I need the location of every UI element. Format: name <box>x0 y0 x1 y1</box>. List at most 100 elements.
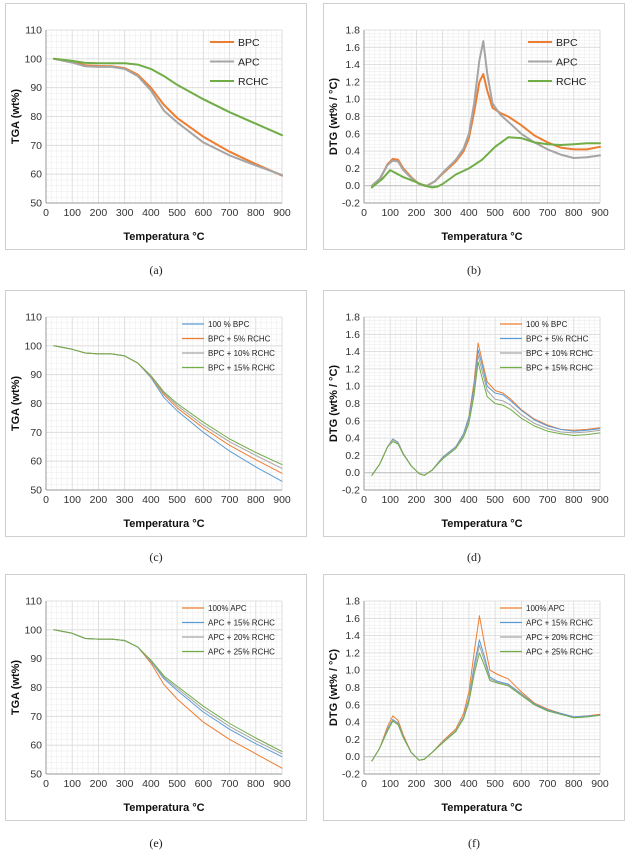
x-axis-label: Temperatura °C <box>441 518 522 530</box>
x-tick-label: 200 <box>408 494 426 506</box>
y-tick-label: 90 <box>30 82 42 94</box>
y-tick-label: 70 <box>30 711 42 723</box>
y-tick-label: 100 <box>24 53 42 65</box>
x-tick-label: 500 <box>486 778 504 790</box>
series-line-3 <box>53 629 283 752</box>
x-tick-label: 400 <box>142 207 160 219</box>
y-tick-label: 0.4 <box>345 433 360 445</box>
y-tick-label: 0.0 <box>345 751 360 763</box>
y-tick-label: 1.2 <box>345 647 360 659</box>
y-tick-label: 0.6 <box>345 699 360 711</box>
y-tick-label: 90 <box>30 369 42 381</box>
y-tick-label: 50 <box>30 485 42 497</box>
series-line-3 <box>53 345 283 466</box>
x-tick-label: 400 <box>142 778 160 790</box>
y-tick-label: 80 <box>30 398 42 410</box>
y-tick-label: -0.2 <box>342 198 360 210</box>
legend-label: BPC + 10% RCHC <box>526 349 593 358</box>
caption-b: (b) <box>467 263 481 277</box>
x-tick-label: 500 <box>168 494 186 506</box>
y-tick-label: 60 <box>30 169 42 181</box>
legend-label: BPC + 5% RCHC <box>526 335 589 344</box>
x-tick-label: 200 <box>408 207 426 219</box>
y-tick-label: 1.0 <box>345 94 360 106</box>
y-tick-label: 110 <box>25 596 42 608</box>
y-tick-label: 1.2 <box>345 76 360 88</box>
x-tick-label: 600 <box>513 207 531 219</box>
series-line-3 <box>371 361 601 476</box>
y-tick-label: 1.0 <box>345 381 360 393</box>
x-tick-label: 300 <box>116 207 134 219</box>
x-tick-label: 600 <box>195 207 213 219</box>
y-axis-label: TGA (wt%) <box>10 376 22 432</box>
legend-label: 100% APC <box>526 604 565 613</box>
x-tick-label: 0 <box>43 494 49 506</box>
x-tick-label: 100 <box>63 778 81 790</box>
x-tick-label: 700 <box>221 778 239 790</box>
x-tick-label: 300 <box>434 207 452 219</box>
y-tick-label: 60 <box>30 740 42 752</box>
y-tick-label: 1.6 <box>345 613 360 625</box>
y-tick-label: 80 <box>30 111 42 123</box>
y-tick-label: 0.0 <box>345 180 360 192</box>
caption-c: (c) <box>149 550 163 564</box>
x-tick-label: 700 <box>539 778 557 790</box>
x-tick-label: 200 <box>90 778 108 790</box>
x-tick-label: 800 <box>565 494 583 506</box>
x-tick-label: 500 <box>486 207 504 219</box>
legend-label: BPC + 10% RCHC <box>208 349 275 358</box>
y-tick-label: 0.6 <box>345 128 360 140</box>
series-line-3 <box>371 652 601 762</box>
legend-label: APC <box>556 57 578 69</box>
series-line-2 <box>52 57 283 137</box>
legend-label: APC + 20% RCHC <box>526 633 593 642</box>
caption-e: (e) <box>149 836 163 850</box>
series-line-0 <box>371 615 601 762</box>
chart-panel-b: 0 100 200 300 400 500 600 700 800 900 -0.2 0.0 0.2 0.… <box>323 3 625 250</box>
x-tick-label: 100 <box>381 494 399 506</box>
legend-label: APC + 20% RCHC <box>208 633 275 642</box>
chart-panel-a: 0 100 200 300 400 500 600 700 800 900 50 60 70 80 90 10… <box>5 3 307 250</box>
legend-label: APC + 15% RCHC <box>526 619 593 628</box>
series-line-1 <box>52 57 283 176</box>
y-tick-label: 90 <box>30 653 42 665</box>
y-tick-label: -0.2 <box>342 485 360 497</box>
x-tick-label: 200 <box>90 494 108 506</box>
y-tick-label: 110 <box>25 312 42 324</box>
y-tick-label: 0.8 <box>345 111 360 123</box>
y-tick-label: 60 <box>30 456 42 468</box>
x-tick-label: 0 <box>43 778 49 790</box>
x-tick-label: 500 <box>168 207 186 219</box>
x-axis-label: Temperatura °C <box>441 802 522 814</box>
x-tick-label: 800 <box>565 778 583 790</box>
chart-c: 0 100 200 300 400 500 600 700 800 900 50 60 70 80 90 10… <box>10 312 291 531</box>
x-tick-label: 0 <box>361 494 367 506</box>
legend-label: 100% APC <box>208 604 247 613</box>
legend-label: APC + 25% RCHC <box>526 648 593 657</box>
x-axis-label: Temperatura °C <box>123 802 204 814</box>
y-tick-label: 1.2 <box>345 363 360 375</box>
y-tick-label: 0.0 <box>345 467 360 479</box>
x-tick-label: 700 <box>539 207 557 219</box>
y-tick-label: 1.6 <box>345 42 360 54</box>
x-tick-label: 0 <box>361 778 367 790</box>
x-tick-label: 400 <box>460 494 478 506</box>
x-tick-label: 200 <box>90 207 108 219</box>
y-tick-label: 1.8 <box>345 25 360 37</box>
chart-d: 0 100 200 300 400 500 600 700 800 900 -0.2 0.0 0.2 0.… <box>328 312 609 531</box>
x-tick-label: 700 <box>221 494 239 506</box>
y-tick-label: 100 <box>24 340 42 352</box>
caption-a: (a) <box>149 263 163 277</box>
chart-f: 0 100 200 300 400 500 600 700 800 900 -0.2 0.0 0.2 0.… <box>328 596 609 815</box>
y-axis-label: TGA (wt%) <box>10 89 22 145</box>
x-tick-label: 700 <box>221 207 239 219</box>
x-tick-label: 900 <box>273 494 291 506</box>
y-axis-label: TGA (wt%) <box>10 660 22 716</box>
y-axis-label: DTG (wt% / °C) <box>328 649 340 726</box>
x-tick-label: 800 <box>247 494 265 506</box>
legend-label: BPC + 5% RCHC <box>208 335 271 344</box>
legend-label: APC + 15% RCHC <box>208 619 275 628</box>
y-tick-label: 1.4 <box>345 630 360 642</box>
legend-label: BPC <box>556 37 578 49</box>
x-tick-label: 500 <box>486 494 504 506</box>
